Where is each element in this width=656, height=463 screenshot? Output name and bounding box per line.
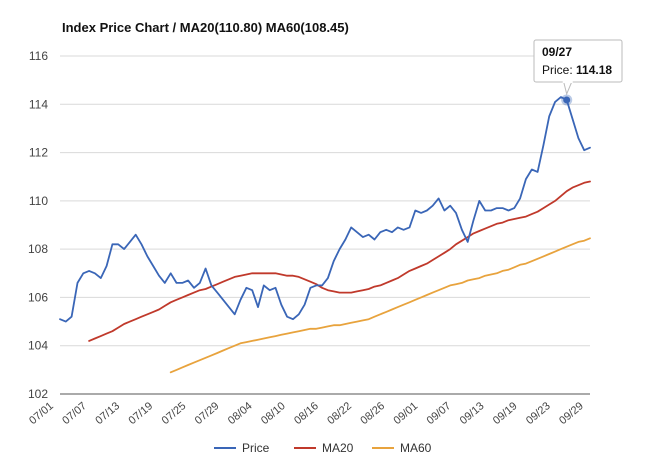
gridlines [60,55,590,395]
x-tick-label: 08/04 [226,400,255,427]
x-tick-label: 09/19 [491,400,520,427]
x-tick-label: 08/10 [259,400,288,427]
y-tick-label: 102 [28,387,48,401]
x-tick-label: 09/07 [425,400,454,427]
chart-title: Index Price Chart / MA20(110.80) MA60(10… [62,20,349,35]
series-lines [59,96,591,374]
y-tick-label: 108 [28,242,48,256]
x-tick-label: 07/07 [60,400,89,427]
x-tick-label: 07/29 [193,400,222,427]
y-tick-label: 110 [29,194,48,208]
tooltip-date: 09/27 [542,45,572,59]
x-tick-label: 09/13 [458,400,487,427]
x-tick-label: 08/26 [358,400,387,427]
tooltip-value: 114.18 [576,63,612,77]
tooltip-pointer [563,81,573,96]
x-tick-label: 07/25 [160,400,189,427]
y-tick-label: 116 [29,49,48,63]
y-axis-ticks: 102 104 106 108 110 112 114 116 [28,49,48,401]
legend-item-price[interactable]: Price [214,441,270,455]
tooltip: 09/27 Price: 114.18 [533,39,623,106]
y-tick-label: 112 [29,146,48,160]
tooltip-value-line: Price: 114.18 [542,63,612,77]
x-tick-label: 09/29 [557,400,586,427]
y-tick-label: 106 [28,290,48,304]
x-tick-label: 08/16 [292,400,321,427]
legend-item-ma60[interactable]: MA60 [372,441,432,455]
legend-item-ma20[interactable]: MA20 [294,441,354,455]
x-tick-label: 07/01 [27,400,56,427]
y-tick-label: 114 [29,97,48,111]
tooltip-pointer-mask [562,81,573,83]
hover-point[interactable] [563,96,571,104]
series-line-ma60[interactable] [169,237,591,374]
tooltip-label: Price: [542,63,576,77]
series-line-ma20[interactable] [88,180,591,342]
legend-label: MA60 [400,441,432,455]
x-tick-label: 09/01 [391,400,420,427]
tooltip-box [533,39,623,83]
y-tick-label: 104 [28,339,48,353]
x-tick-label: 09/23 [524,400,553,427]
series-line-price[interactable] [59,96,591,323]
x-axis-ticks: 07/01 07/07 07/13 07/19 07/25 07/29 08/04 08/10… [27,400,586,427]
legend-label: MA20 [322,441,354,455]
legend[interactable]: Price MA20 MA60 [214,441,432,455]
x-tick-label: 07/13 [93,400,122,427]
x-tick-label: 08/22 [325,400,354,427]
x-tick-label: 07/19 [126,400,155,427]
legend-label: Price [242,441,270,455]
